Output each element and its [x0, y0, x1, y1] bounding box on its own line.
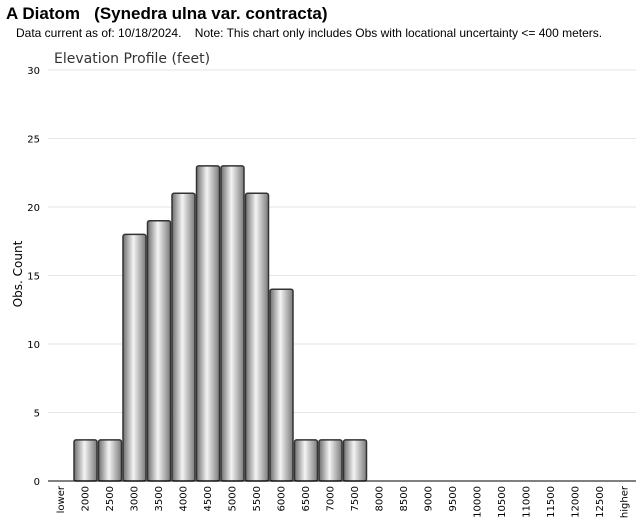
x-tick-label: 4500: [203, 486, 214, 511]
bar-4000: [171, 192, 196, 482]
x-tick-label: 4000: [179, 486, 190, 511]
x-tick-label: 11500: [546, 486, 557, 518]
x-tick-label: 9000: [424, 486, 435, 511]
y-tick-label: 20: [27, 203, 40, 214]
x-tick-label: 6000: [277, 486, 288, 511]
x-tick-label: 12500: [595, 486, 606, 518]
data-note: Data current as of: 10/18/2024. Note: Th…: [16, 26, 603, 40]
x-tick-label: 3500: [154, 486, 165, 511]
x-tick-label: 3000: [130, 486, 141, 511]
x-tick-label: lower: [56, 485, 67, 513]
chart-title: Elevation Profile (feet): [54, 51, 210, 67]
bar-2500: [97, 439, 123, 482]
bar-4500: [195, 165, 221, 482]
x-tick-label: 10000: [473, 486, 484, 518]
x-tick-label: 2000: [81, 486, 92, 511]
x-tick-label: 11000: [522, 486, 533, 518]
y-axis-label: Obs. Count: [11, 240, 25, 307]
y-tick-label: 5: [34, 409, 40, 420]
bar-5000: [220, 165, 245, 482]
chart-svg: 0 5 10 15 20 25 30 lower 2000 2500 3000 3500 4000 450…: [11, 51, 636, 518]
bar-2000: [73, 439, 98, 482]
x-tick-label: 7000: [326, 486, 337, 511]
x-tick-label: 5500: [252, 486, 263, 511]
y-tick-label: 30: [27, 66, 40, 77]
y-tick-label: 0: [34, 477, 40, 488]
x-tick-label: 6500: [301, 486, 312, 511]
x-tick-label: 12000: [571, 486, 582, 518]
y-tick-label: 10: [27, 340, 40, 351]
bar-layer: [73, 165, 368, 482]
axis-layer: 0 5 10 15 20 25 30 lower 2000 2500 3000 3500 4000 450…: [27, 66, 636, 518]
page-title: A Diatom (Synedra ulna var. contracta): [6, 4, 328, 23]
x-tick-label: 8500: [399, 486, 410, 511]
x-tick-label: 9500: [448, 486, 459, 511]
bar-3500: [146, 219, 172, 482]
x-tick-label: 8000: [375, 486, 386, 511]
bar-5500: [244, 192, 270, 482]
bar-7000: [318, 439, 343, 482]
x-tick-label: higher: [620, 485, 631, 518]
bar-3000: [122, 233, 147, 482]
elevation-chart: 0 5 10 15 20 25 30 lower 2000 2500 3000 3500 4000 450…: [0, 44, 640, 523]
x-tick-label: 10500: [497, 486, 508, 518]
bar-7500: [342, 439, 368, 482]
x-tick-label: 2500: [105, 486, 116, 511]
x-tick-label: 7500: [350, 486, 361, 511]
bar-6500: [293, 439, 319, 482]
y-tick-label: 15: [27, 272, 40, 283]
x-tick-label: 5000: [228, 486, 239, 511]
bar-6000: [269, 288, 294, 482]
y-tick-label: 25: [27, 135, 40, 146]
